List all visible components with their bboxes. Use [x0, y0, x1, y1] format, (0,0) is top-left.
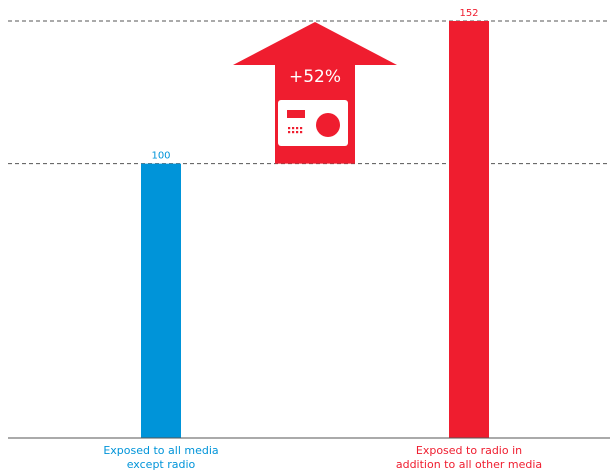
increase-arrow: +52%: [233, 22, 397, 164]
value-label-0: 100: [151, 151, 170, 162]
bars: [141, 21, 489, 438]
increase-annotation: +52%: [289, 67, 341, 87]
bar-1: [449, 21, 489, 438]
value-labels: 100 152: [151, 8, 478, 162]
category-label-0: Exposed to all media except radio: [103, 444, 219, 471]
up-arrow-icon: [233, 22, 397, 164]
bar-0: [141, 163, 181, 438]
radio-icon: [278, 100, 348, 146]
value-label-1: 152: [459, 8, 478, 19]
category-label-1: Exposed to radio in addition to all othe…: [395, 444, 543, 471]
